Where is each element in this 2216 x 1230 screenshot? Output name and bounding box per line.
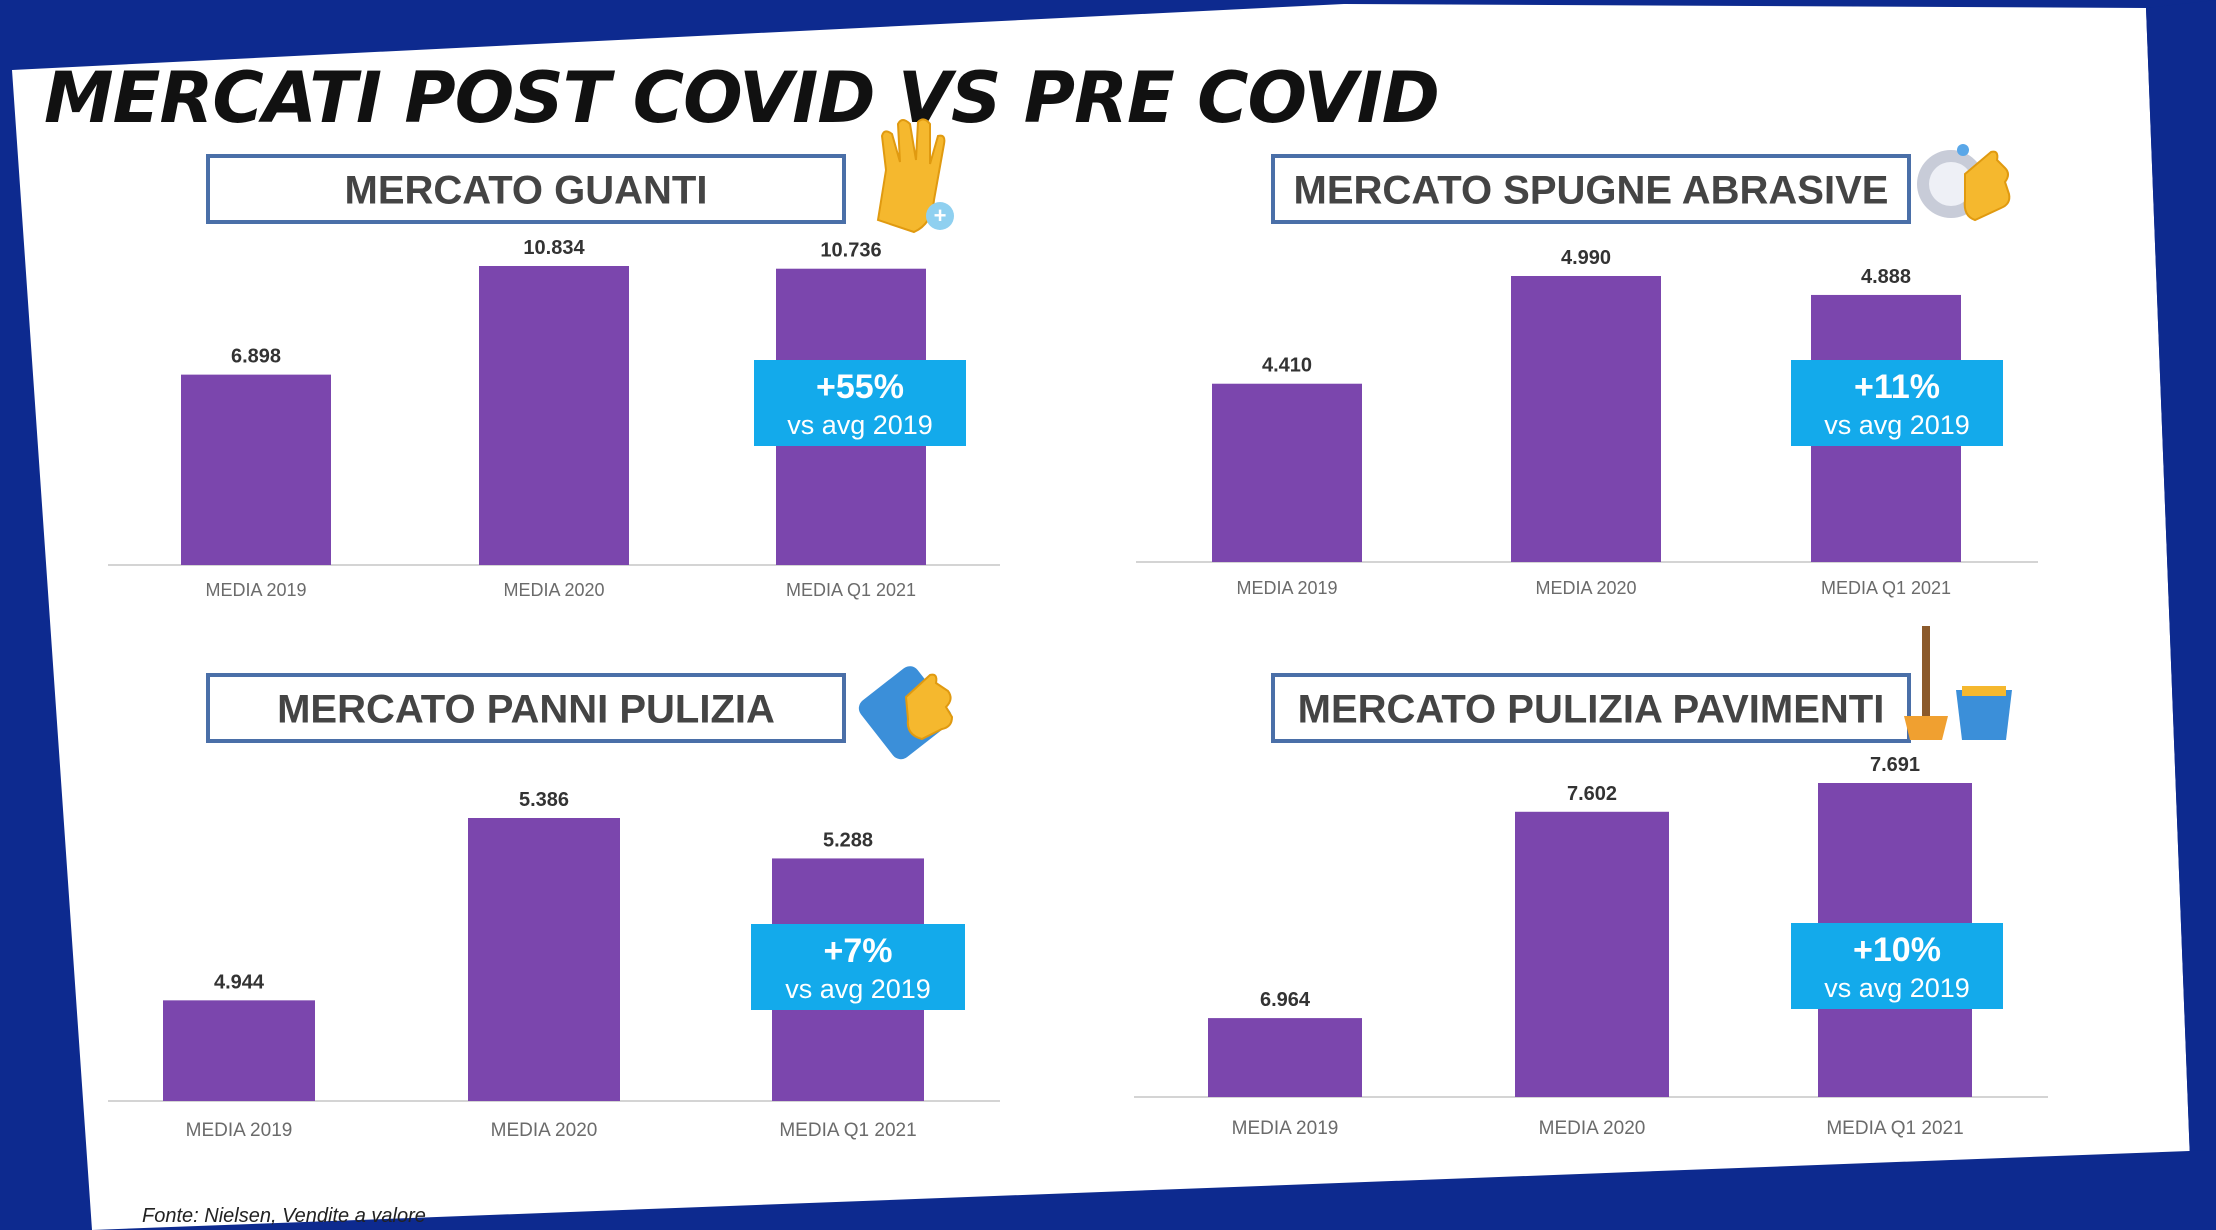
chart-title: MERCATO PULIZIA PAVIMENTI (1298, 687, 1885, 731)
blue-frame-right (2146, 0, 2216, 1230)
growth-caption: vs avg 2019 (1824, 410, 1970, 440)
bubble-icon (1957, 144, 1969, 156)
category-label: MEDIA 2019 (1232, 1118, 1339, 1139)
growth-caption: vs avg 2019 (1824, 973, 1970, 1003)
bar (1208, 1018, 1362, 1097)
data-label: 5.288 (823, 829, 873, 851)
data-label: 6.964 (1260, 989, 1311, 1011)
data-label: 6.898 (231, 346, 281, 368)
category-label: MEDIA 2020 (1539, 1118, 1646, 1139)
growth-percent: +55% (816, 368, 904, 406)
data-label: 7.602 (1567, 783, 1617, 805)
bucket-shape (1956, 690, 2012, 740)
data-label: 4.944 (214, 971, 265, 993)
category-label: MEDIA Q1 2021 (779, 1120, 916, 1141)
growth-badge (1791, 923, 2003, 1009)
mop-bucket-icon (1904, 626, 2012, 740)
cloth-icon (858, 666, 954, 760)
category-label: MEDIA Q1 2021 (786, 580, 916, 600)
chart-title: MERCATO SPUGNE ABRASIVE (1294, 168, 1889, 212)
growth-badge (751, 924, 965, 1010)
sponge-icon (1917, 144, 2011, 222)
plus-icon: + (934, 203, 947, 228)
glove-shape (876, 118, 946, 234)
growth-percent: +7% (824, 932, 893, 970)
chart-panel: MERCATO GUANTI +6.898 MEDIA 2019 10.834 MEDI… (108, 118, 1000, 600)
category-label: MEDIA 2020 (503, 580, 604, 600)
category-label: MEDIA 2020 (491, 1120, 598, 1141)
chart-panel: MERCATO PULIZIA PAVIMENTI 6.964 MEDIA 2019… (1134, 626, 2048, 1139)
data-label: 5.386 (519, 789, 569, 811)
chart-title: MERCATO PANNI PULIZIA (277, 687, 775, 731)
mop-head (1904, 716, 1948, 740)
chart-title-box (206, 154, 846, 224)
category-label: MEDIA 2019 (205, 580, 306, 600)
data-label: 10.736 (820, 240, 881, 262)
glove-icon: + (876, 118, 954, 234)
bar (1515, 811, 1669, 1097)
chart-title: MERCATO GUANTI (345, 168, 708, 212)
data-label: 10.834 (523, 237, 585, 259)
bar (1212, 383, 1362, 562)
category-label: MEDIA 2019 (186, 1120, 293, 1141)
bar (181, 374, 331, 565)
data-label: 7.691 (1870, 754, 1920, 776)
data-label: 4.990 (1561, 247, 1611, 269)
source-note: Fonte: Nielsen, Vendite a valore (142, 1205, 426, 1227)
blue-frame-bottom (92, 1150, 2216, 1230)
growth-percent: +11% (1854, 368, 1940, 406)
bar (468, 818, 620, 1101)
category-label: MEDIA Q1 2021 (1826, 1118, 1963, 1139)
sponge-shape (1962, 686, 2006, 696)
glove-shape (1963, 150, 2011, 222)
bar (163, 1000, 315, 1101)
chart-title-box (1271, 154, 1911, 224)
growth-percent: +10% (1853, 931, 1941, 969)
data-label: 4.888 (1861, 266, 1911, 288)
growth-caption: vs avg 2019 (787, 410, 933, 440)
sponge-center (1929, 162, 1973, 206)
mop-handle (1922, 626, 1930, 716)
chart-title-box (1271, 673, 1911, 743)
bar (1511, 276, 1661, 562)
data-label: 4.410 (1262, 355, 1312, 377)
chart-title-box (206, 673, 846, 743)
glove-shape (904, 673, 954, 741)
category-label: MEDIA 2020 (1535, 578, 1636, 598)
growth-badge (754, 360, 966, 446)
slide-title: MERCATI POST COVID VS PRE COVID (44, 57, 1439, 139)
chart-panel: MERCATO SPUGNE ABRASIVE 4.410 MEDIA 2019 4.… (1136, 144, 2038, 598)
growth-caption: vs avg 2019 (785, 974, 931, 1004)
category-label: MEDIA 2019 (1236, 578, 1337, 598)
bar (479, 266, 629, 565)
category-label: MEDIA Q1 2021 (1821, 578, 1951, 598)
chart-panel: MERCATO PANNI PULIZIA 4.944 MEDIA 2019 5.38… (108, 666, 1000, 1141)
bubble-icon (926, 202, 954, 230)
growth-badge (1791, 360, 2003, 446)
